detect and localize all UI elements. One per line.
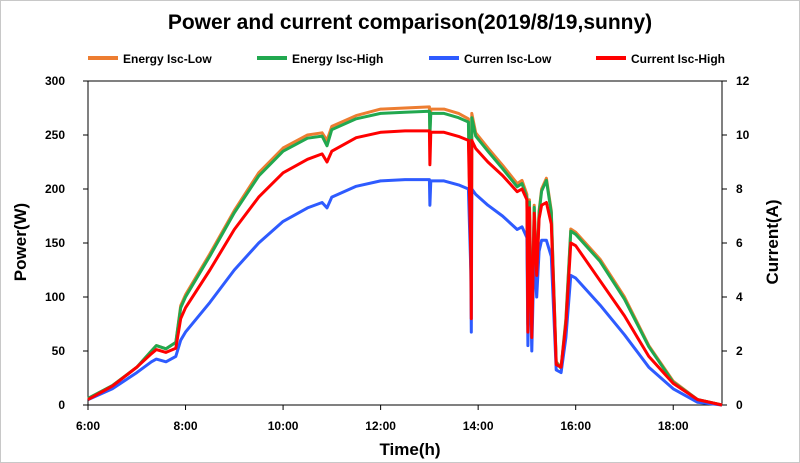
series-line-current-isc-high bbox=[87, 129, 723, 407]
legend-label-energy-isc-low: Energy Isc-Low bbox=[123, 52, 212, 66]
legend-label-current-isc-high: Current Isc-High bbox=[631, 52, 725, 66]
left-tick-label: 300 bbox=[45, 74, 65, 88]
x-axis-label: Time(h) bbox=[379, 440, 440, 459]
left-tick-label: 100 bbox=[45, 290, 65, 304]
legend-label-curren-isc-low: Curren Isc-Low bbox=[464, 52, 552, 66]
y-axis-label-right: Current(A) bbox=[763, 200, 782, 285]
left-tick-label: 150 bbox=[45, 236, 65, 250]
x-tick-label: 14:00 bbox=[463, 419, 494, 433]
right-tick-label: 0 bbox=[736, 398, 743, 412]
series-line-energy-isc-high bbox=[87, 109, 723, 407]
right-tick-label: 10 bbox=[736, 128, 750, 142]
x-tick-label: 18:00 bbox=[658, 419, 689, 433]
right-tick-label: 4 bbox=[736, 290, 743, 304]
left-tick-label: 50 bbox=[52, 344, 66, 358]
left-axis: 0 50 100 150 200 250 300 bbox=[45, 74, 88, 412]
right-tick-label: 8 bbox=[736, 182, 743, 196]
right-tick-label: 6 bbox=[736, 236, 743, 250]
y-axis-label-left: Power(W) bbox=[11, 203, 30, 281]
left-tick-label: 0 bbox=[58, 398, 65, 412]
legend-label-energy-isc-high: Energy Isc-High bbox=[292, 52, 383, 66]
right-tick-label: 2 bbox=[736, 344, 743, 358]
x-tick-label: 16:00 bbox=[560, 419, 591, 433]
x-tick-label: 12:00 bbox=[365, 419, 396, 433]
series-line-energy-isc-low bbox=[87, 105, 723, 407]
series-group bbox=[87, 105, 723, 407]
legend: Energy Isc-Low Energy Isc-High Curren Isc-… bbox=[88, 52, 725, 66]
series-line-curren-isc-low bbox=[87, 178, 723, 407]
chart-title: Power and current comparison(2019/8/19,s… bbox=[168, 11, 652, 34]
x-tick-label: 10:00 bbox=[268, 419, 299, 433]
right-tick-label: 12 bbox=[736, 74, 750, 88]
x-tick-label: 6:00 bbox=[76, 419, 100, 433]
left-tick-label: 250 bbox=[45, 128, 65, 142]
right-axis: 0 2 4 6 8 10 12 bbox=[722, 74, 750, 412]
x-tick-label: 8:00 bbox=[174, 419, 198, 433]
x-axis: 6:00 8:00 10:00 12:00 14:00 16:00 18:00 bbox=[76, 405, 689, 433]
left-tick-label: 200 bbox=[45, 182, 65, 196]
